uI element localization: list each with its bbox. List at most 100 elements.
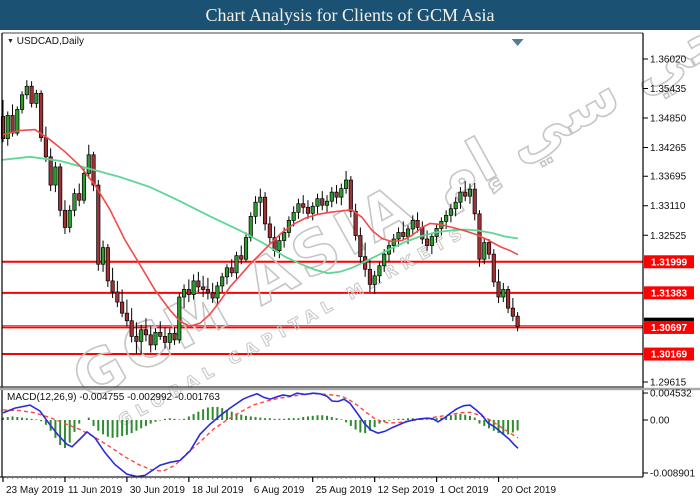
candle-up [410, 220, 415, 230]
symbol-timeframe-label[interactable]: ▼ USDCAD,Daily [7, 36, 84, 47]
x-tick-label: 6 Aug 2019 [254, 485, 305, 496]
x-tick-label: 11 Jun 2019 [68, 485, 123, 496]
page-title: Chart Analysis for Clients of GCM Asia [205, 5, 495, 25]
plot-borders [0, 32, 700, 478]
panel-splitter[interactable] [0, 387, 700, 391]
candle-up [444, 214, 449, 222]
candle-up [34, 92, 39, 104]
candle-down [420, 227, 425, 240]
price-scale[interactable]: 1.36020 1.35435 1.34850 1.34265 1.33695 1.331… [643, 55, 695, 480]
candle-up [243, 237, 249, 260]
macd-layer [2, 392, 519, 478]
candle-down [115, 291, 120, 303]
candle-down [463, 191, 468, 197]
candle-up [20, 94, 25, 110]
x-tick-label: 20 Oct 2019 [502, 485, 557, 496]
x-tick-label: 30 Jun 2019 [130, 485, 185, 496]
candle-up [220, 276, 225, 287]
candle-up [315, 198, 320, 207]
candle-down [124, 312, 129, 322]
candle-down [58, 166, 63, 211]
candle-up [277, 240, 282, 251]
candle-down [515, 315, 520, 327]
candle-up [139, 329, 144, 342]
macd-signal-line [2, 393, 519, 472]
candle-down [353, 210, 358, 236]
candle-up [405, 228, 411, 237]
candle-up [182, 289, 187, 298]
candle-down [96, 184, 101, 265]
candle-up [224, 267, 230, 278]
candle-down [105, 247, 110, 282]
candle-down [158, 331, 163, 337]
candle-down [48, 156, 53, 186]
candle-up [153, 331, 158, 346]
candle-up [53, 166, 58, 186]
candle-down [472, 188, 477, 215]
candle-up [296, 203, 301, 213]
last-bar-marker-icon [511, 39, 524, 46]
ma-fast-line [2, 128, 519, 328]
sr-price-badge [644, 347, 694, 361]
candle-down [510, 307, 515, 317]
candle-up [101, 247, 106, 265]
candle-down [110, 280, 115, 293]
candle-down [486, 242, 492, 255]
candle-down [62, 209, 67, 228]
candle-down [267, 223, 272, 238]
symbol-label-text: USDCAD,Daily [16, 36, 84, 47]
price-tick-label: 1.34850 [650, 114, 687, 125]
candle-up [458, 191, 463, 203]
candle-up [191, 280, 196, 295]
candle-up [72, 193, 77, 211]
candle-down [77, 193, 82, 201]
candle-up [310, 205, 315, 214]
candle-up [258, 196, 263, 203]
x-tick-label: 23 May 2019 [6, 485, 64, 496]
sr-price-badge [644, 320, 694, 334]
x-tick-label: 18 Jul 2019 [192, 485, 244, 496]
candle-down [367, 268, 372, 285]
x-axis: 23 May 2019 11 Jun 2019 30 Jun 2019 18 Jul … [2, 477, 557, 496]
candle-up [339, 188, 344, 198]
candle-up [282, 232, 287, 241]
candle-down [506, 289, 511, 309]
sr-price-badge [644, 286, 694, 300]
sr-price-badge-label: 1.30697 [651, 323, 688, 334]
candle-up [81, 173, 87, 201]
price-tick-label: 1.33695 [650, 172, 687, 183]
price-tick-label: 1.36020 [650, 55, 687, 66]
sr-lines-layer [2, 260, 643, 356]
candle-down [415, 220, 420, 228]
candle-down [229, 267, 234, 274]
sr-price-badge-label: 1.31999 [651, 257, 688, 268]
candle-down [425, 238, 430, 246]
macd-tick-label: -0.008901 [650, 468, 695, 479]
candle-down [143, 329, 149, 336]
candle-down [148, 334, 153, 346]
candle-down [129, 320, 134, 337]
candle-down [210, 292, 215, 299]
candle-up [15, 109, 20, 134]
candle-down [134, 336, 139, 342]
candle-up [501, 289, 506, 298]
candle-up [67, 209, 72, 228]
candle-down [348, 179, 353, 212]
candle-up [467, 188, 473, 197]
candle-down [263, 196, 268, 225]
candle-down [196, 280, 201, 288]
candle-down [39, 92, 44, 139]
price-tick-label: 1.29615 [650, 378, 687, 389]
candle-down [0, 116, 6, 140]
candle-up [396, 232, 401, 240]
candle-up [329, 191, 334, 202]
candle-down [320, 198, 325, 206]
candle-down [401, 232, 406, 237]
watermark-main-text: GCM ASIA جي سي إم [61, 0, 700, 415]
candle-up [482, 242, 487, 260]
price-tick-label: 1.34265 [650, 143, 687, 154]
candle-up [253, 201, 258, 217]
candle-up [448, 208, 453, 216]
